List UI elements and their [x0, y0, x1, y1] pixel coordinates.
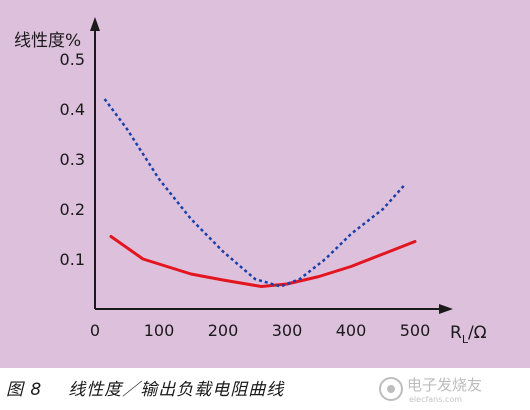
elecfans-watermark-logo: 电子发烧友 elecfans.com — [379, 376, 482, 404]
y-tick-label-3: 0.4 — [60, 100, 85, 119]
figure-number: 图 8 — [6, 380, 43, 400]
y-tick-label-2: 0.3 — [60, 150, 85, 169]
x-axis-title-subscript: L — [462, 333, 469, 346]
tick-labels: 0 100 200 300 400 500 0.1 0.2 0.3 0.4 0.5 — [60, 50, 431, 340]
y-tick-label-4: 0.5 — [60, 50, 85, 69]
axes — [90, 17, 453, 314]
x-tick-label-3: 300 — [272, 321, 303, 340]
x-tick-label-0: 0 — [90, 321, 100, 340]
y-tick-label-0: 0.1 — [60, 250, 85, 269]
svg-text:电子发烧友: 电子发烧友 — [407, 376, 482, 394]
y-tick-label-1: 0.2 — [60, 200, 85, 219]
x-tick-label-4: 400 — [336, 321, 367, 340]
svg-text:elecfans.com: elecfans.com — [409, 395, 462, 404]
x-axis-title-unit: /Ω — [468, 323, 487, 343]
solid-red-curve-0 — [109, 235, 417, 288]
x-axis-title-main: R — [450, 323, 462, 343]
figure-caption: 图 8 线性度／输出负载电阻曲线 — [6, 375, 284, 400]
x-axis-title: RL/Ω — [450, 323, 487, 346]
y-axis-title: 线性度% — [14, 31, 81, 51]
x-tick-label-5: 500 — [400, 321, 431, 340]
series-layer — [103, 98, 417, 288]
figure-title: 线性度／输出负载电阻曲线 — [68, 380, 285, 400]
x-tick-label-2: 200 — [208, 321, 239, 340]
linearity-chart: 0 100 200 300 400 500 0.1 0.2 0.3 0.4 0.5 线性度% RL/… — [14, 17, 487, 346]
x-tick-label-1: 100 — [144, 321, 175, 340]
dotted-blue-curve-1 — [103, 98, 407, 288]
x-axis-arrowhead — [439, 304, 453, 314]
y-axis-arrowhead — [90, 17, 100, 31]
